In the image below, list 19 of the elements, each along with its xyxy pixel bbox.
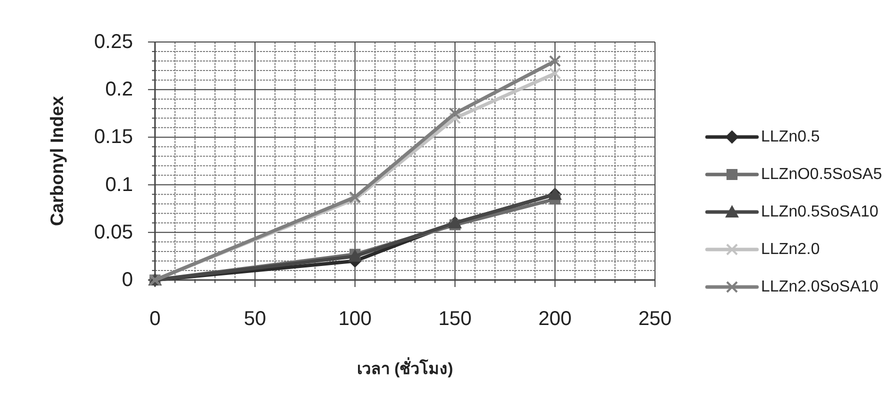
y-tick-label: 0	[122, 269, 133, 291]
x-tick-label: 100	[338, 308, 372, 330]
legend-label: LLZn2.0SoSA10	[761, 278, 879, 296]
y-tick-label: 0.1	[105, 174, 133, 196]
y-tick-label: 0.05	[94, 221, 133, 244]
x-tick-label: 200	[538, 308, 572, 330]
y-tick-label: 0.2	[105, 78, 133, 101]
legend-label: LLZnO0.5SoSA5	[761, 166, 882, 183]
y-axis-title: Carbonyl Index	[47, 96, 67, 226]
legend-label: LLZn0.5	[761, 128, 820, 146]
x-axis-title: เวลา (ชั่วโมง)	[356, 357, 454, 378]
y-tick-label: 0.25	[94, 31, 133, 53]
legend-label: LLZn2.0	[761, 241, 820, 258]
legend-label: LLZn0.5SoSA10	[761, 204, 879, 220]
x-tick-label: 150	[438, 308, 472, 330]
x-tick-label: 0	[149, 308, 161, 330]
x-tick-label: 250	[638, 308, 672, 330]
x-tick-label: 50	[244, 308, 266, 330]
y-tick-label: 0.15	[94, 126, 133, 148]
